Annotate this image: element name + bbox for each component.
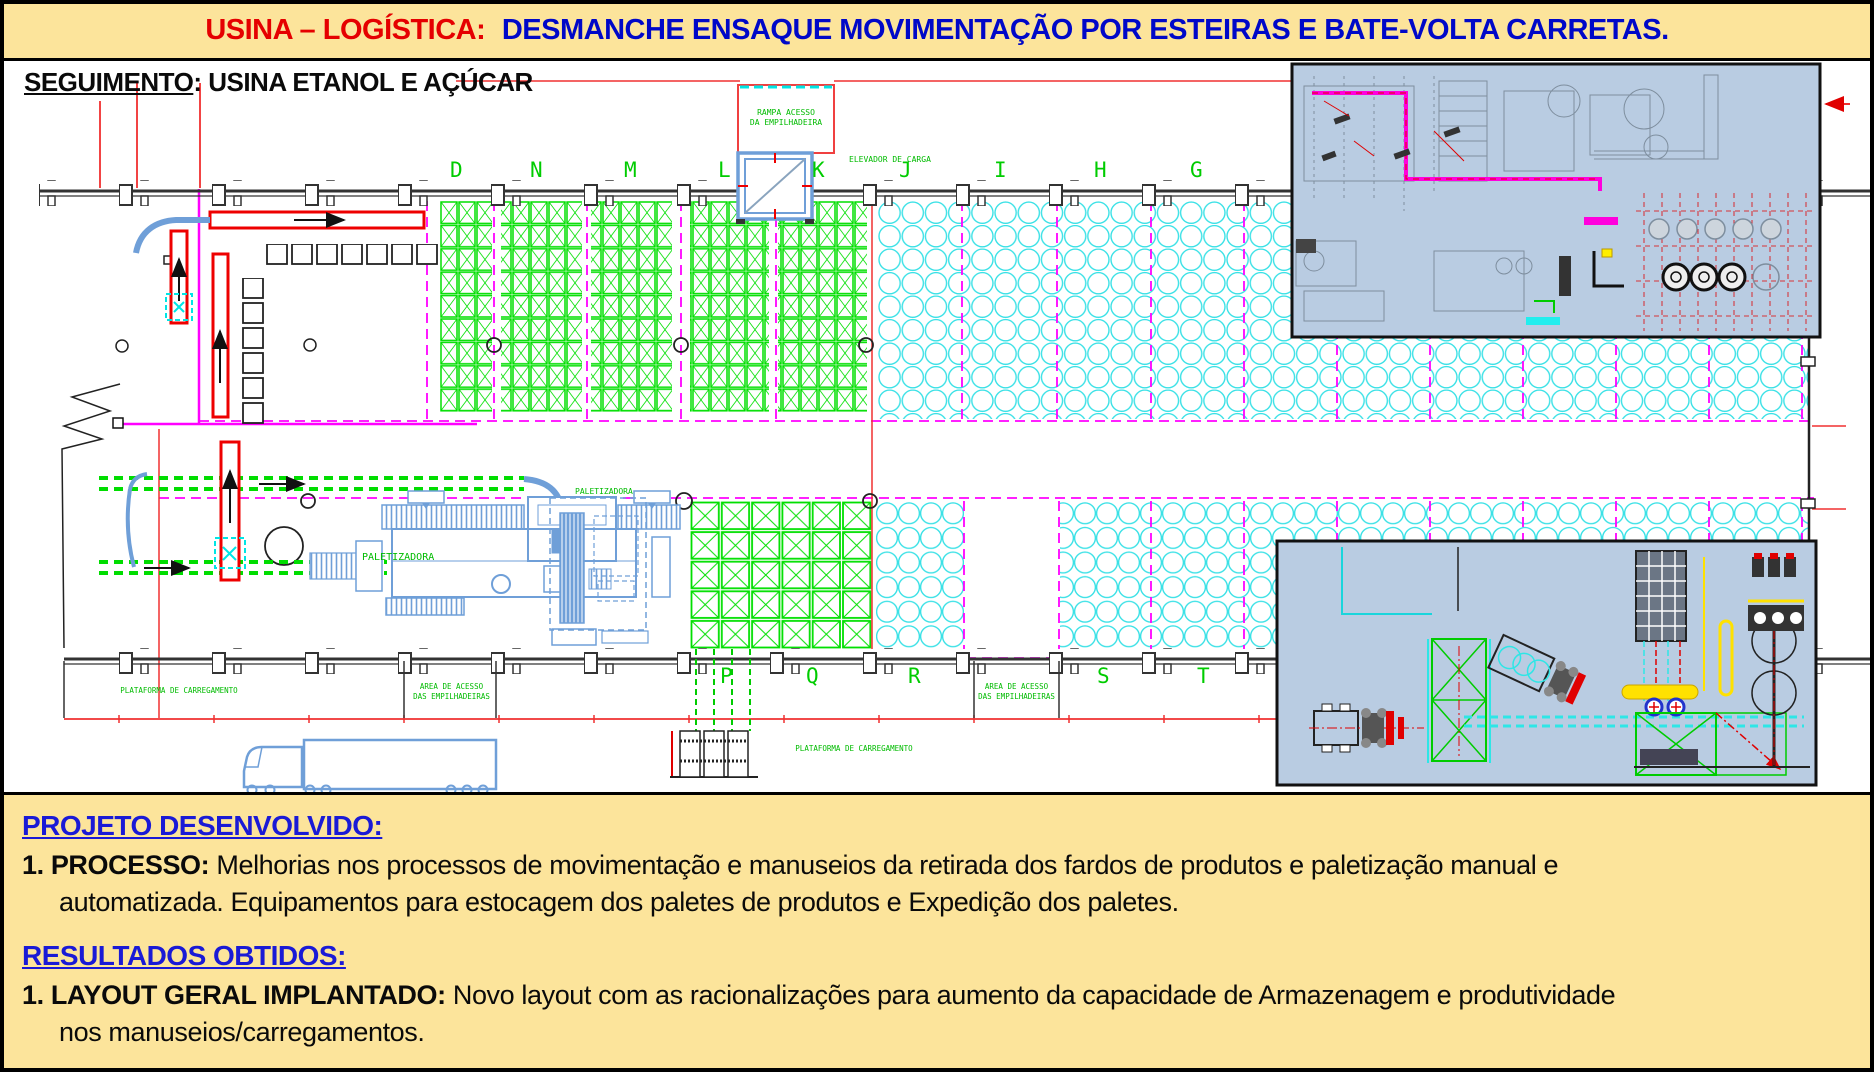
detail-inset-top-right (1290, 62, 1822, 339)
conveyor-transfer-boxes (165, 293, 246, 569)
bay-letter-top: K (812, 158, 825, 182)
bay-letter-top: I (994, 158, 1007, 182)
loading-dock (670, 730, 758, 778)
label-palletizer-b: PALETIZADORA (575, 487, 633, 496)
lot-boundary-solid (112, 189, 477, 429)
pallet-and-forklift-b (1486, 633, 1587, 705)
floor-plan-area: SEGUIMENTO: USINA ETANOL E AÇÚCAR D N M … (4, 61, 1870, 792)
label-freight-elevator: ELEVADOR DE CARGA (849, 155, 931, 164)
plan-subtitle-rest: : USINA ETANOL E AÇÚCAR (193, 67, 533, 97)
bay-letter-top: D (450, 158, 463, 182)
bay-letter-top: J (899, 158, 912, 182)
floor-plan-drawing (39, 62, 1870, 792)
truck (242, 738, 498, 792)
bay-letter-top: M (624, 158, 637, 182)
label-palletizer-a: PALETIZADORA (362, 552, 435, 563)
item-label: PROCESSO: (50, 850, 210, 880)
label-loading-platform-left: PLATAFORMA DE CARREGAMENTO (120, 686, 238, 695)
item-processo: 1. PROCESSO: Melhorias nos processos de … (22, 847, 1852, 921)
bay-letter-top: L (718, 158, 731, 182)
bay-letter-bottom: P (720, 664, 733, 688)
item-text-line1: Novo layout com as racionalizações para … (452, 980, 1616, 1010)
item-number: 1. (22, 980, 44, 1010)
label-loading-platform-right: PLATAFORMA DE CARREGAMENTO (795, 744, 913, 753)
wrapper-machines (1748, 553, 1804, 767)
bay-letter-bottom: S (1097, 664, 1110, 688)
item-text-line2: automatizada. Equipamentos para estocage… (59, 887, 1179, 917)
plan-subtitle-label: SEGUIMENTO (24, 67, 194, 97)
item-text-line1: Melhorias nos processos de movimentação … (216, 850, 1559, 880)
label-forklift-access-left: AREA DE ACESSO DAS EMPILHADEIRAS (413, 682, 490, 701)
freight-elevator (736, 84, 835, 224)
pallet-rack-bays (440, 201, 872, 649)
bay-letter-top: G (1190, 158, 1203, 182)
heading-projeto-desenvolvido: PROJETO DESENVOLVIDO: (22, 810, 383, 841)
item-number: 1. (22, 850, 44, 880)
slide-title-prefix: USINA – LOGÍSTICA: (205, 14, 486, 46)
palletizer-projected (549, 497, 649, 646)
bay-letter-bottom: T (1197, 664, 1210, 688)
item-label: LAYOUT GERAL IMPLANTADO: (50, 980, 446, 1010)
slide-text-panel: PROJETO DESENVOLVIDO: 1. PROCESSO: Melho… (4, 792, 1870, 1068)
heading-resultados-obtidos: RESULTADOS OBTIDOS: (22, 940, 346, 971)
bay-letter-top: H (1094, 158, 1107, 182)
misc-plan-objects (115, 244, 878, 566)
detail-inset-bottom-right (1275, 539, 1818, 787)
label-forklift-access-right: AREA DE ACESSO DAS EMPILHADEIRAS (978, 682, 1055, 701)
plan-subtitle: SEGUIMENTO: USINA ETANOL E AÇÚCAR (24, 67, 533, 98)
slide-title-main: DESMANCHE ENSAQUE MOVIMENTAÇÃO POR ESTEI… (501, 14, 1669, 46)
pallet-and-forklift-a (1309, 703, 1424, 753)
bay-letter-top: N (530, 158, 543, 182)
bay-letter-bottom: Q (806, 664, 819, 688)
item-text-line2: nos manuseios/carregamentos. (59, 1017, 425, 1047)
label-ramp-access: RAMPA ACESSO DA EMPILHADEIRA (749, 108, 823, 127)
bay-letter-bottom: R (908, 664, 921, 688)
red-reference-lines (64, 80, 1850, 723)
item-layout-geral: 1. LAYOUT GERAL IMPLANTADO: Novo layout … (22, 977, 1852, 1051)
slide-title: USINA – LOGÍSTICA: DESMANCHE ENSAQUE MOV… (4, 4, 1870, 61)
